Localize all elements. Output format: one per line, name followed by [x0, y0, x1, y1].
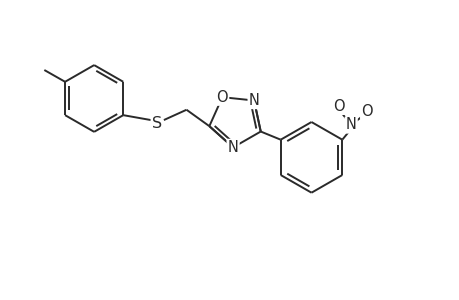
Text: N: N — [248, 93, 259, 108]
Text: S: S — [151, 116, 162, 130]
Text: N: N — [345, 118, 356, 133]
Text: O: O — [360, 104, 372, 119]
Text: O: O — [216, 90, 228, 105]
Text: O: O — [332, 99, 344, 114]
Text: N: N — [227, 140, 238, 155]
